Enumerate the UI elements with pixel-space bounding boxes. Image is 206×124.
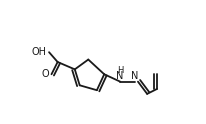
Text: N: N bbox=[131, 71, 139, 81]
Text: O: O bbox=[41, 69, 49, 79]
Text: OH: OH bbox=[32, 47, 47, 57]
Text: N: N bbox=[116, 71, 124, 81]
Text: H: H bbox=[117, 66, 123, 75]
